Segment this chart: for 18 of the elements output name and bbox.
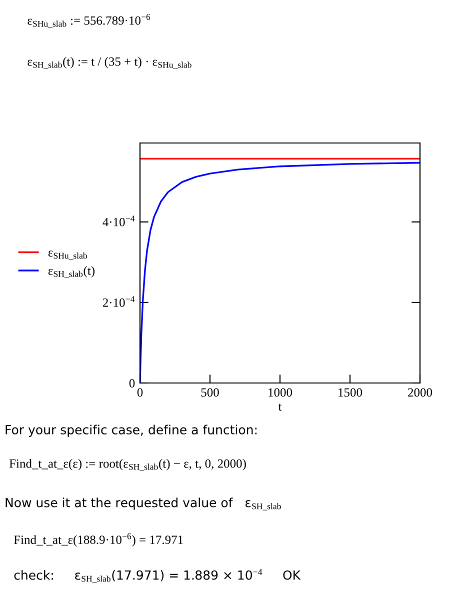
x-tick-label: 1500: [338, 388, 362, 397]
text: ε$_{SH_slab}$(t) := t / (35 + t) · ε$_{SHu_slab}$: [28, 57, 192, 69]
x-tick-label: 500: [201, 388, 219, 397]
x-tick-label: 1000: [268, 388, 292, 397]
text: For your specific case, define a function:: [6, 424, 257, 437]
text: check: ε$_{SH_slab}$(17.971) = 1.889 × 10$^{−4}$ OK: [14, 569, 301, 583]
y-tick-label: 2·10$^{−4}$: [102, 296, 135, 307]
text: ε$_{SHu_slab}$ := 556.789·10$^{−6}$: [28, 14, 150, 28]
y-tick-label: 0: [129, 379, 135, 388]
text: Now use it at the requested value of ε$_{SH_slab}$: [6, 498, 281, 510]
x-tick-label: 2000: [408, 388, 432, 397]
x-axis-title: t: [278, 404, 282, 411]
text: Find_t_at_ε(ε) := root(ε$_{SH_slab}$(t) − ε, t, 0, 2000): [9, 459, 246, 471]
text: Find_t_at_ε(188.9·10$^{−6}$) = 17.971: [14, 533, 183, 547]
legend-label: ε$_{SHu_slab}$: [48, 250, 87, 260]
legend-label: ε$_{SH_slab}$(t): [48, 266, 95, 278]
x-tick-label: 0: [137, 388, 143, 397]
y-tick-label: 4·10$^{−4}$: [102, 216, 135, 226]
